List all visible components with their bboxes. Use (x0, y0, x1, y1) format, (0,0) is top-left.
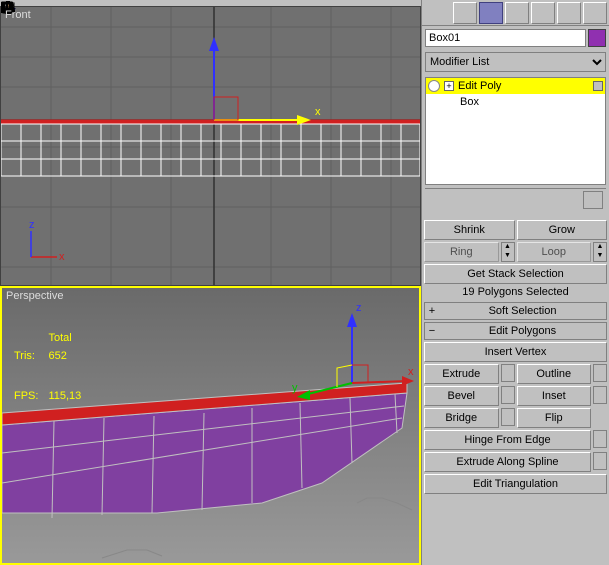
extrude-spline-settings-button[interactable] (593, 452, 607, 470)
shrink-button[interactable]: Shrink (424, 220, 515, 240)
hinge-settings-button[interactable] (593, 430, 607, 448)
modifier-list-dropdown[interactable]: Modifier List (425, 52, 606, 72)
make-unique-icon[interactable] (510, 191, 530, 209)
show-end-result-icon[interactable] (464, 191, 484, 209)
pin-stack-icon[interactable] (428, 191, 448, 209)
outline-button[interactable]: Outline (517, 364, 592, 384)
display-tab[interactable] (557, 2, 581, 24)
viewport-label: Perspective (6, 290, 63, 302)
modify-tab[interactable] (479, 2, 503, 24)
viewport-perspective[interactable]: Perspective Total Tris:652 FPS:115,13 z … (0, 286, 421, 565)
inset-settings-button[interactable] (593, 386, 607, 404)
svg-text:x: x (408, 366, 414, 378)
bevel-button[interactable]: Bevel (424, 386, 499, 406)
utilities-tab[interactable] (583, 2, 607, 24)
svg-text:y: y (292, 382, 298, 394)
stack-item-editpoly[interactable]: + Edit Poly (426, 78, 605, 94)
remove-modifier-icon[interactable] (536, 191, 556, 209)
stack-toolbar (425, 188, 606, 210)
svg-text:z: z (29, 219, 35, 231)
extrude-button[interactable]: Extrude (424, 364, 499, 384)
command-panel-tabs (422, 0, 609, 26)
object-name-input[interactable] (425, 29, 586, 47)
loop-spinner[interactable]: ▲▼ (593, 242, 607, 262)
bevel-settings-button[interactable] (501, 386, 515, 404)
edit-triangulation-button[interactable]: Edit Triangulation (424, 474, 607, 494)
grow-button[interactable]: Grow (517, 220, 608, 240)
flip-button[interactable]: Flip (517, 408, 592, 428)
stack-item-box[interactable]: Box (426, 94, 605, 110)
viewport-label: Front (5, 9, 31, 21)
bridge-settings-button[interactable] (501, 408, 515, 426)
object-color-swatch[interactable] (588, 29, 606, 47)
hinge-from-edge-button[interactable]: Hinge From Edge (424, 430, 591, 450)
svg-text:x: x (315, 106, 321, 118)
subobj-indicator (593, 81, 603, 91)
loop-button[interactable]: Loop (517, 242, 592, 262)
ring-spinner[interactable]: ▲▼ (501, 242, 515, 262)
get-stack-selection-button[interactable]: Get Stack Selection (424, 264, 607, 284)
edit-polygons-rollout[interactable]: −Edit Polygons (424, 322, 607, 340)
extrude-settings-button[interactable] (501, 364, 515, 382)
box-mesh (2, 383, 412, 558)
soft-selection-rollout[interactable]: +Soft Selection (424, 302, 607, 320)
ring-button[interactable]: Ring (424, 242, 499, 262)
create-tab[interactable] (453, 2, 477, 24)
motion-tab[interactable] (531, 2, 555, 24)
expand-icon[interactable]: + (444, 81, 454, 91)
outline-settings-button[interactable] (593, 364, 607, 382)
configure-sets-icon[interactable] (583, 191, 603, 209)
inset-button[interactable]: Inset (517, 386, 592, 406)
insert-vertex-button[interactable]: Insert Vertex (424, 342, 607, 362)
viewport-stats: Total Tris:652 FPS:115,13 (12, 328, 91, 406)
stack-item-label: Box (460, 96, 479, 108)
viewport-front[interactable]: Front x x z (0, 6, 421, 286)
hierarchy-tab[interactable] (505, 2, 529, 24)
lightbulb-icon[interactable] (428, 80, 440, 92)
bridge-button[interactable]: Bridge (424, 408, 499, 428)
svg-text:z: z (356, 302, 362, 314)
svg-text:x: x (59, 251, 65, 263)
modifier-stack[interactable]: + Edit Poly Box (425, 77, 606, 185)
extrude-along-spline-button[interactable]: Extrude Along Spline (424, 452, 591, 472)
selection-count: 19 Polygons Selected (424, 284, 607, 300)
stack-item-label: Edit Poly (458, 80, 501, 92)
